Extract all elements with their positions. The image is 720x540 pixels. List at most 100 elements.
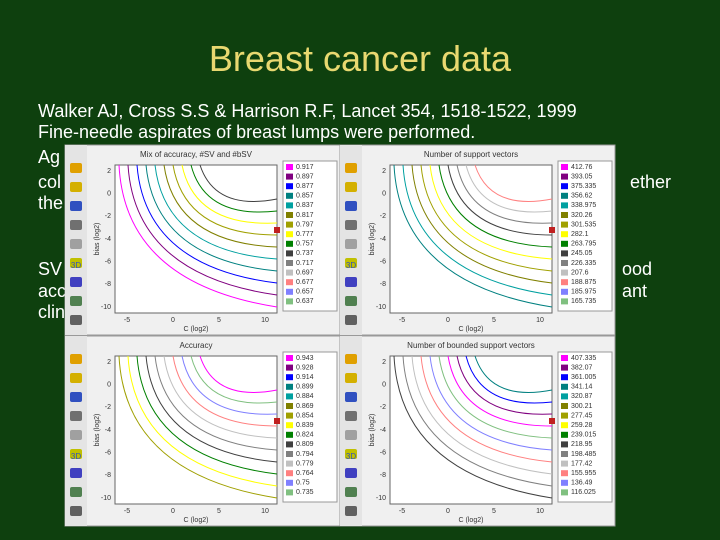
text: acc (38, 281, 67, 301)
legend-swatch (561, 470, 568, 477)
legend-swatch (561, 451, 568, 457)
legend-swatch (561, 393, 568, 400)
contour (145, 164, 278, 272)
legend-swatch (561, 288, 568, 295)
y-tick-label: 0 (382, 382, 386, 389)
legend-label: 382.07 (571, 364, 593, 371)
contour (127, 355, 278, 487)
toolbar-icon (345, 449, 357, 459)
legend-swatch (561, 192, 568, 199)
text: col (38, 172, 62, 192)
contour (438, 355, 553, 439)
legend-label: 155.955 (571, 470, 596, 477)
x-tick-label: 10 (261, 508, 269, 515)
legend-label: 218.95 (571, 441, 593, 448)
legend-label: 300.21 (571, 403, 593, 410)
toolbar-label: 3D (71, 261, 81, 270)
x-tick-label: 10 (536, 508, 544, 515)
legend-label: 320.87 (571, 393, 593, 400)
legend-label: 0.857 (296, 193, 314, 200)
toolbar-icon (345, 277, 357, 287)
legend-swatch (286, 221, 293, 228)
legend-swatch (561, 374, 568, 381)
y-tick-label: -10 (376, 304, 386, 311)
toolbar-icon (70, 411, 82, 421)
toolbar-icon (345, 506, 357, 516)
legend-label: 0.797 (296, 221, 314, 228)
legend-swatch (561, 431, 568, 438)
legend-label: 0.764 (296, 470, 314, 477)
toolbar-icon (70, 487, 82, 497)
y-tick-label: -2 (105, 213, 111, 220)
legend-label: 263.795 (571, 241, 596, 248)
y-tick-label: -6 (105, 259, 111, 266)
x-tick-label: -5 (399, 317, 405, 324)
legend-label: 0.777 (296, 231, 314, 238)
y-tick-label: -2 (380, 404, 386, 411)
legend-swatch (286, 240, 293, 247)
legend-label: 185.975 (571, 289, 596, 296)
x-axis-label: C (log2) (459, 326, 484, 333)
y-tick-label: -8 (380, 281, 386, 288)
x-tick-label: -5 (124, 508, 130, 515)
legend-swatch (561, 279, 568, 286)
toolbar-icon (70, 506, 82, 516)
legend-label: 0.884 (296, 393, 314, 400)
y-axis-label: bias (log2) (369, 414, 376, 447)
toolbar-icon (345, 430, 357, 440)
toolbar-icon (345, 201, 357, 211)
legend-label: 0.779 (296, 460, 314, 467)
contour (465, 164, 553, 213)
legend-label: 0.757 (296, 241, 314, 248)
y-tick-label: -2 (380, 213, 386, 220)
legend-label: 320.26 (571, 212, 593, 219)
legend-label: 0.824 (296, 432, 314, 439)
legend-label: 0.794 (296, 451, 314, 458)
contour (411, 355, 553, 475)
legend-swatch (561, 173, 568, 180)
legend-swatch (286, 298, 293, 305)
legend-label: 282.1 (571, 231, 589, 238)
legend-swatch (286, 164, 293, 170)
panel-title: Accuracy (180, 341, 213, 350)
y-tick-label: -4 (105, 427, 111, 434)
legend-swatch (286, 451, 293, 457)
contour (190, 355, 278, 404)
marker (549, 227, 555, 233)
legend-swatch (286, 269, 293, 276)
legend-label: 341.14 (571, 384, 593, 391)
marker (274, 227, 280, 233)
contour (154, 164, 278, 260)
contour (190, 164, 278, 213)
toolbar-icon (345, 182, 357, 192)
legend-label: 375.335 (571, 183, 596, 190)
contour (181, 164, 278, 224)
legend-label: 0.914 (296, 374, 314, 381)
legend-swatch (561, 403, 568, 409)
legend-label: 0.737 (296, 250, 314, 257)
y-tick-label: 0 (382, 191, 386, 198)
legend-swatch (286, 431, 293, 438)
toolbar-icon (70, 392, 82, 402)
x-axis-label: C (log2) (184, 517, 209, 524)
contour (402, 164, 553, 296)
y-tick-label: 2 (107, 168, 111, 175)
legend-swatch (286, 231, 293, 238)
legend-swatch (561, 183, 568, 190)
legend-swatch (561, 489, 568, 496)
toolbar-icon (70, 468, 82, 478)
legend-swatch (561, 479, 568, 486)
marker (549, 418, 555, 424)
x-tick-label: 5 (217, 317, 221, 324)
text: Fine-needle aspirates of breast lumps we… (38, 122, 476, 142)
y-tick-label: -4 (380, 427, 386, 434)
legend-swatch (561, 250, 568, 257)
legend-swatch (286, 183, 293, 190)
legend-label: 356.62 (571, 193, 593, 200)
contour (127, 164, 278, 296)
legend-swatch (561, 364, 568, 371)
contour (429, 164, 553, 260)
legend-swatch (286, 212, 293, 218)
toolbar-icon (70, 315, 82, 325)
